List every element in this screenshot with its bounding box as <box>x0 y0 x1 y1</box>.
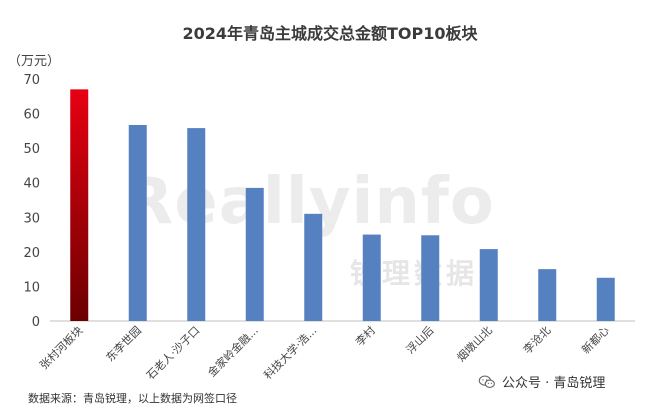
bar-金家岭金融... <box>245 187 264 321</box>
chart-title: 2024年青岛主城成交总金额TOP10板块 <box>182 24 478 43</box>
bar-李村 <box>362 234 381 321</box>
bar-浮山后 <box>421 235 440 321</box>
x-tick-label: 石老人·沙子口 <box>144 324 202 382</box>
y-tick-label: 50 <box>23 142 40 157</box>
bar-烟墩山北 <box>479 249 498 321</box>
y-axis-unit-label: （万元） <box>8 54 61 69</box>
bar-石老人·沙子口 <box>187 128 206 321</box>
y-tick-label: 40 <box>23 177 40 192</box>
bar-李沧北 <box>538 269 557 321</box>
bar-科技大学·浩... <box>304 213 323 321</box>
x-tick-label: 李沧北 <box>520 323 553 356</box>
x-tick-label: 浮山后 <box>404 324 437 357</box>
x-tick-label: 烟墩山北 <box>454 323 495 364</box>
y-tick-label: 60 <box>23 108 40 123</box>
x-tick-label: 金家岭金融... <box>205 323 261 379</box>
y-tick-label: 0 <box>32 315 40 330</box>
x-tick-label: 科技大学·浩... <box>261 323 320 382</box>
wechat-icon <box>478 374 495 388</box>
y-tick-label: 20 <box>23 246 40 261</box>
y-tick-label: 10 <box>23 280 40 295</box>
data-source-note: 数据来源：青岛锐理，以上数据为网签口径 <box>28 392 237 405</box>
x-tick-label: 张村河板块 <box>37 323 86 372</box>
x-tick-label: 李村 <box>352 323 377 348</box>
x-tick-label: 新都心 <box>579 323 612 356</box>
bar-张村河板块 <box>70 89 89 321</box>
y-tick-label: 30 <box>23 211 40 226</box>
y-tick-label: 70 <box>23 73 40 88</box>
x-tick-label: 东李世园 <box>103 323 144 364</box>
bar-新都心 <box>596 277 615 321</box>
wechat-account-text: 公众号 · 青岛锐理 <box>502 376 606 391</box>
wechat-account-label: 公众号 · 青岛锐理 <box>478 372 605 391</box>
bar-东李世园 <box>128 124 147 321</box>
